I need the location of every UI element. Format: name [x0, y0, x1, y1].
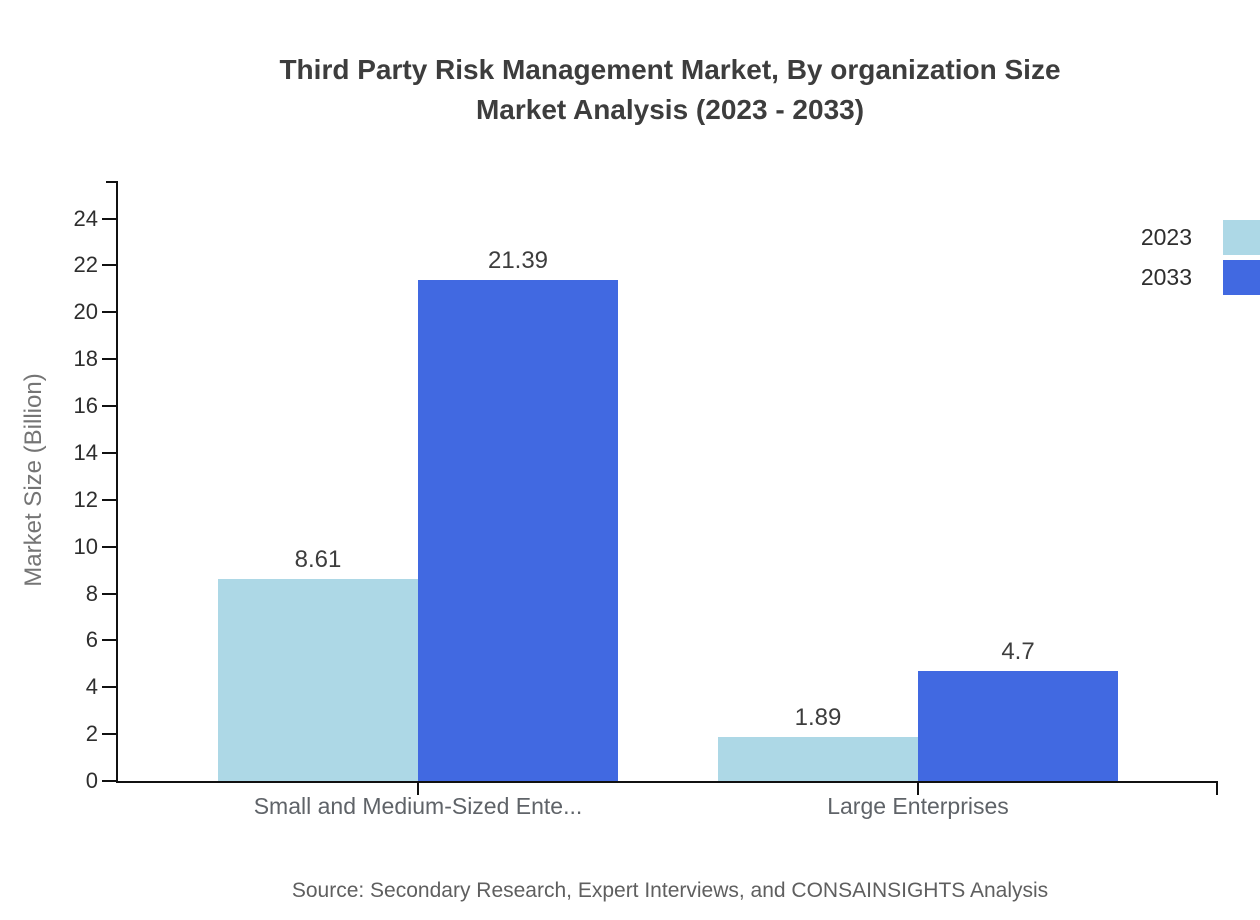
chart-subtitle: Market Analysis (2023 - 2033) [475, 94, 865, 125]
y-tick-label: 24 [73, 205, 98, 231]
legend-item-2033: 2033 [1141, 260, 1260, 295]
chart-title: Third Party Risk Management Market, By o… [279, 54, 1061, 85]
y-tick-label: 20 [73, 299, 98, 325]
y-tick-label: 4 [85, 674, 98, 700]
y-tick-label: 6 [85, 627, 98, 653]
y-tick [102, 264, 118, 267]
x-tick [917, 781, 919, 795]
bar-value-label: 1.89 [794, 704, 842, 731]
y-tick [102, 639, 118, 642]
bar-2033-1 [918, 671, 1118, 781]
y-tick-label: 18 [73, 346, 98, 372]
category-label: Large Enterprises [827, 793, 1009, 819]
y-tick-label: 12 [73, 486, 98, 512]
y-tick [102, 780, 118, 782]
legend: 2023 2033 [1141, 220, 1260, 300]
y-tick-label: 22 [73, 252, 98, 278]
y-axis-top-cap [106, 181, 118, 183]
y-tick-label: 8 [85, 580, 98, 606]
source-note: Source: Secondary Research, Expert Inter… [291, 879, 1049, 902]
legend-swatch [1223, 220, 1260, 255]
bar-2023-1 [718, 737, 918, 781]
y-tick [102, 592, 118, 595]
bar-value-label: 8.61 [294, 546, 342, 573]
y-tick [102, 545, 118, 548]
legend-label: 2033 [1140, 264, 1192, 290]
legend-swatch [1223, 260, 1260, 295]
y-tick [102, 686, 118, 689]
legend-item-2023: 2023 [1141, 220, 1260, 255]
y-tick [102, 498, 118, 501]
bar-2033-0 [418, 280, 618, 781]
y-tick [102, 451, 118, 454]
x-tick [417, 781, 419, 795]
chart-title-block: Third Party Risk Management Market, By o… [80, 50, 1260, 130]
y-tick [102, 358, 118, 361]
plot-area: 0 2 4 6 8 10 12 14 16 18 20 22 24 8.61 21.39 Small and … [74, 181, 1218, 819]
x-axis-end-cap [1216, 781, 1218, 795]
bar-2023-0 [218, 579, 418, 781]
y-tick [102, 405, 118, 407]
bar-value-label: 21.39 [487, 247, 549, 274]
y-tick-label: 16 [73, 393, 98, 418]
legend-label: 2023 [1140, 224, 1192, 250]
category-label: Small and Medium-Sized Ente... [253, 793, 583, 819]
y-tick [102, 311, 118, 314]
y-tick [102, 217, 118, 220]
y-tick-label: 14 [73, 439, 98, 465]
y-tick-label: 2 [85, 721, 98, 747]
y-tick [102, 733, 118, 736]
bar-value-label: 4.7 [1001, 638, 1035, 665]
y-tick-label: 0 [85, 768, 98, 793]
y-tick-label: 10 [73, 533, 98, 559]
